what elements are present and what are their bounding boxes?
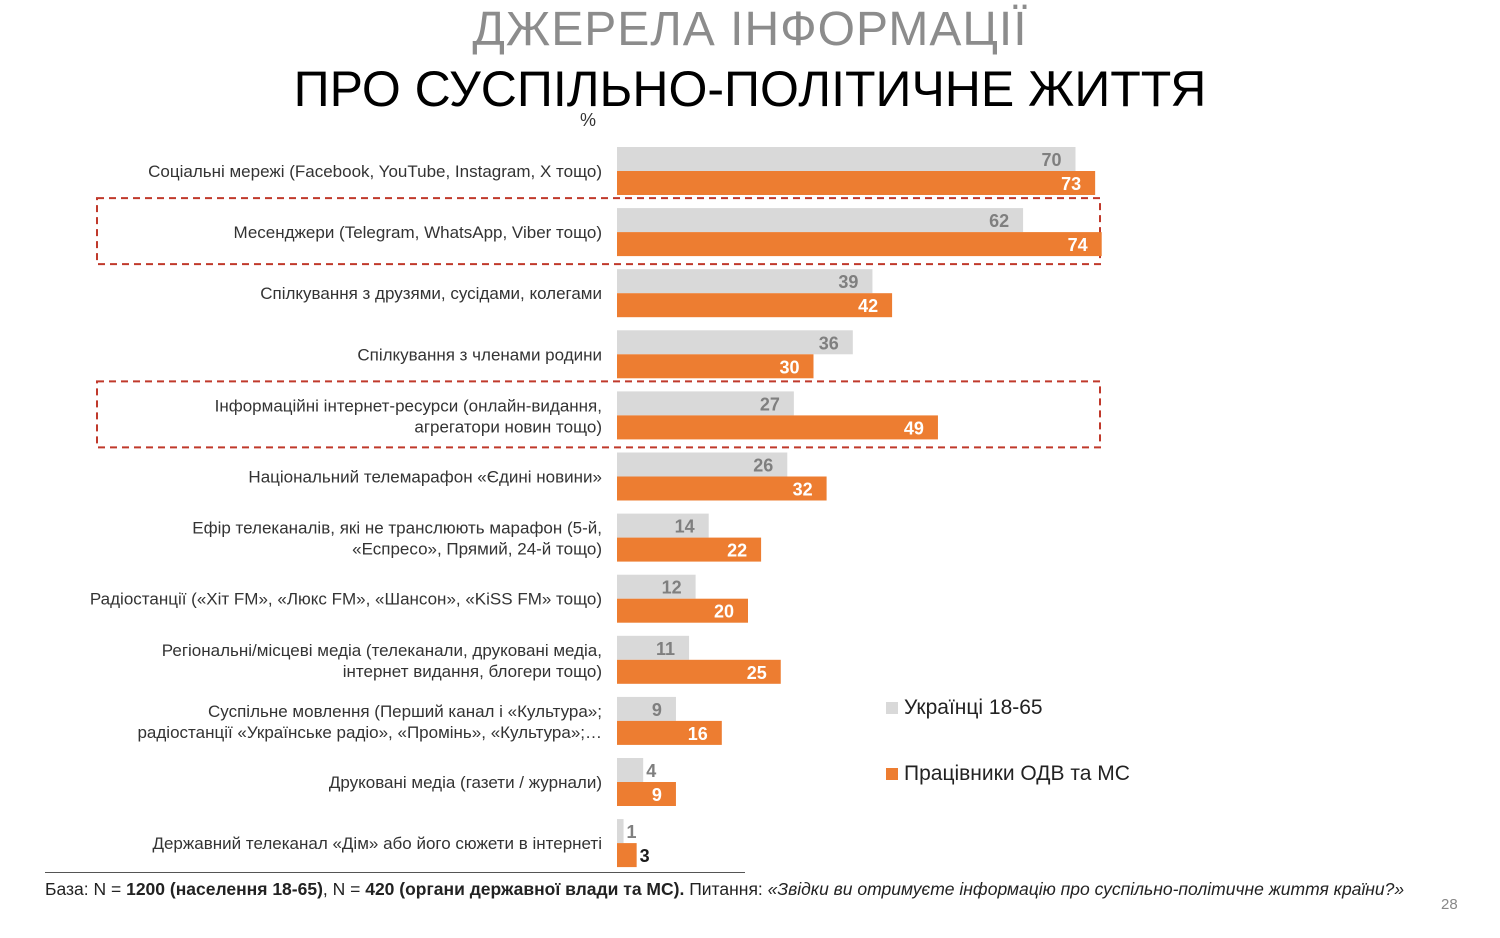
bar-ukrainians [617, 452, 788, 477]
bar-ukrainians [617, 696, 676, 721]
title-line-1: ДЖЕРЕЛА ІНФОРМАЦІЇ [472, 3, 1028, 56]
highlight-frame [96, 380, 1101, 449]
value-label-officials: 74 [1068, 235, 1088, 255]
value-label-officials: 22 [727, 541, 747, 561]
page-number: 28 [1441, 896, 1458, 913]
legend-label-ukrainians: Українці 18-65 [904, 696, 1043, 719]
value-label-officials: 25 [747, 663, 767, 683]
footnote-question-prefix: Питання: [684, 879, 768, 899]
bar-officials [617, 537, 762, 562]
footnote: База: N = 1200 (населення 18-65), N = 42… [45, 878, 1425, 900]
title-line-2: ПРО СУСПІЛЬНО-ПОЛІТИЧНЕ ЖИТТЯ [293, 61, 1207, 117]
legend-item-ukrainians: Українці 18-65 [886, 696, 1043, 720]
value-label-ukrainians: 1 [627, 822, 637, 842]
category-label: Спілкування з друзями, сусідами, колегам… [260, 284, 602, 303]
bar-officials [617, 598, 748, 623]
legend-item-officials: Працівники ОДВ та МС [886, 762, 1130, 786]
value-label-ukrainians: 39 [838, 272, 858, 292]
footnote-divider [45, 872, 745, 873]
value-label-ukrainians: 14 [675, 517, 695, 537]
category-label: Регіональні/місцеві медіа (телеканали, д… [162, 641, 602, 681]
footnote-base-mid: , N = [322, 879, 366, 899]
footnote-base-n2: 420 (органи державної влади та МС). [365, 879, 685, 899]
bar-officials [617, 476, 827, 501]
bar-ukrainians [617, 208, 1024, 233]
category-label: Ефір телеканалів, які не транслюють мара… [192, 519, 602, 559]
category-label-line: Регіональні/місцеві медіа (телеканали, д… [162, 641, 602, 660]
value-label-ukrainians: 36 [819, 333, 839, 353]
category-label: Національний телемарафон «Єдині новини» [248, 468, 602, 487]
category-label-line: «Еспресо», Прямий, 24-й тощо) [352, 540, 602, 559]
category-label: Суспільне мовлення (Перший канал і «Куль… [137, 702, 602, 742]
value-label-ukrainians: 12 [662, 578, 682, 598]
bar-ukrainians [617, 330, 853, 355]
category-label: Месенджери (Telegram, WhatsApp, Viber то… [233, 223, 602, 242]
bar-ukrainians [617, 269, 873, 294]
bar-officials [617, 171, 1096, 195]
footnote-question: «Звідки ви отримуєте інформацію про сусп… [767, 879, 1405, 899]
category-label: Радіостанції («Хіт FM», «Люкс FM», «Шанс… [90, 590, 602, 609]
value-label-ukrainians: 70 [1041, 150, 1061, 170]
category-label: Державний телеканал «Дім» або його сюжет… [152, 834, 602, 853]
value-label-officials: 42 [858, 296, 878, 316]
bar-officials [617, 720, 722, 745]
value-label-ukrainians: 62 [989, 211, 1009, 231]
bar-ukrainians [617, 147, 1076, 171]
category-label-line: агрегатори новин тощо) [414, 417, 602, 436]
footnote-base-n1: 1200 (населення 18-65) [126, 879, 323, 899]
bar-ukrainians [617, 513, 709, 538]
legend-swatch-gray [886, 702, 898, 714]
category-label-line: Ефір телеканалів, які не транслюють мара… [192, 519, 602, 538]
value-label-officials: 73 [1061, 174, 1081, 194]
category-label-line: інтернет видання, блогери тощо) [343, 662, 602, 681]
legend-label-officials: Працівники ОДВ та МС [904, 762, 1130, 785]
value-label-officials: 49 [904, 418, 924, 438]
bar-ukrainians [617, 819, 624, 844]
footnote-base-prefix: База: N = [45, 879, 127, 899]
bar-officials [617, 415, 938, 440]
unit-label: % [580, 110, 597, 130]
highlight-frame [96, 197, 1101, 266]
value-label-ukrainians: 9 [652, 700, 662, 720]
value-label-ukrainians: 26 [753, 456, 773, 476]
bar-officials [617, 232, 1102, 257]
category-label-line: Інформаційні інтернет-ресурси (онлайн-ви… [215, 396, 602, 415]
category-label: Соціальні мережі (Facebook, YouTube, Ins… [148, 162, 602, 181]
value-label-officials: 30 [779, 357, 799, 377]
value-label-officials: 20 [714, 602, 734, 622]
value-label-ukrainians: 27 [760, 394, 780, 414]
bar-officials [617, 659, 781, 684]
legend-swatch-orange [886, 768, 898, 780]
value-label-ukrainians: 4 [646, 761, 656, 781]
category-label: Інформаційні інтернет-ресурси (онлайн-ви… [215, 396, 602, 436]
bar-ukrainians [617, 391, 794, 416]
value-label-officials: 3 [640, 846, 650, 866]
value-label-officials: 16 [688, 724, 708, 744]
bar-ukrainians [617, 758, 644, 782]
bar-officials [617, 782, 676, 806]
bar-chart: Соціальні мережі (Facebook, YouTube, Ins… [90, 147, 1102, 868]
value-label-ukrainians: 11 [656, 639, 675, 659]
bar-officials [617, 293, 893, 318]
value-label-officials: 32 [793, 480, 813, 500]
category-label: Друковані медіа (газети / журнали) [329, 773, 602, 792]
bar-ukrainians [617, 635, 690, 660]
category-label-line: Суспільне мовлення (Перший канал і «Куль… [208, 702, 602, 721]
bar-officials [617, 354, 814, 379]
category-label-line: радіостанції «Українське радіо», «Промін… [137, 723, 602, 742]
bar-officials [617, 843, 637, 868]
category-label: Спілкування з членами родини [357, 345, 602, 364]
value-label-officials: 9 [652, 785, 662, 805]
bar-ukrainians [617, 574, 696, 599]
